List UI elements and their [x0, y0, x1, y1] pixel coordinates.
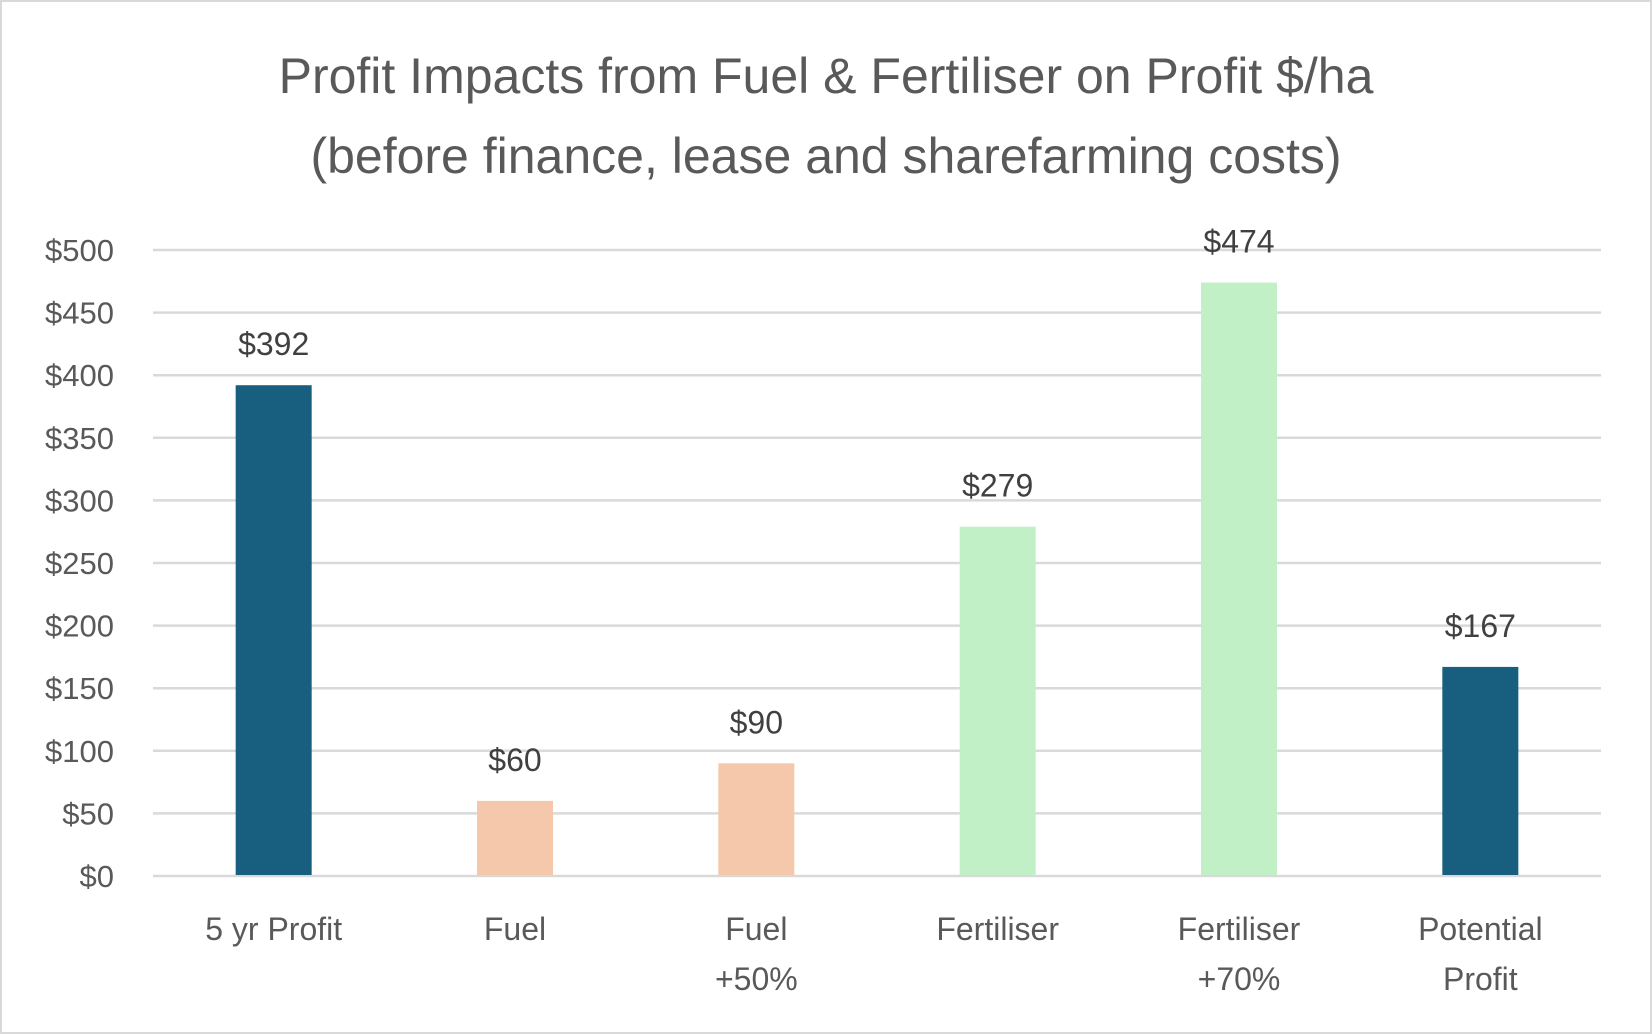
y-tick-label: $400 [45, 358, 114, 393]
data-label: $90 [730, 704, 783, 740]
data-label: $392 [238, 326, 309, 362]
x-tick-label: Fuel [484, 911, 546, 947]
data-label: $167 [1445, 608, 1516, 644]
x-tick-label: Fuel [725, 911, 787, 947]
y-tick-label: $250 [45, 546, 114, 581]
bar [1442, 666, 1519, 875]
x-tick-label: Potential [1418, 911, 1543, 947]
x-tick-label: +50% [715, 961, 798, 997]
x-tick-label: +70% [1198, 961, 1281, 997]
y-tick-label: $100 [45, 734, 114, 769]
chart-title-line-2: (before finance, lease and sharefarming … [310, 128, 1342, 184]
data-label: $60 [488, 742, 541, 778]
y-tick-label: $50 [62, 796, 114, 831]
y-tick-label: $0 [80, 859, 114, 894]
y-tick-label: $300 [45, 483, 114, 518]
y-tick-label: $150 [45, 671, 114, 706]
x-tick-label: 5 yr Profit [205, 911, 342, 947]
y-tick-label: $200 [45, 609, 114, 644]
y-tick-label: $350 [45, 421, 114, 456]
y-tick-label: $450 [45, 296, 114, 331]
chart-title-line-1: Profit Impacts from Fuel & Fertiliser on… [278, 48, 1374, 104]
y-tick-label: $500 [45, 233, 114, 268]
x-tick-label: Profit [1443, 961, 1518, 997]
data-label: $279 [962, 468, 1033, 504]
bar [477, 800, 553, 875]
bar [235, 385, 312, 875]
bar [718, 763, 795, 875]
bar [959, 526, 1036, 875]
x-tick-label: Fertiliser [1178, 911, 1301, 947]
data-label: $474 [1203, 224, 1274, 260]
bar [1201, 282, 1277, 875]
x-tick-label: Fertiliser [936, 911, 1059, 947]
